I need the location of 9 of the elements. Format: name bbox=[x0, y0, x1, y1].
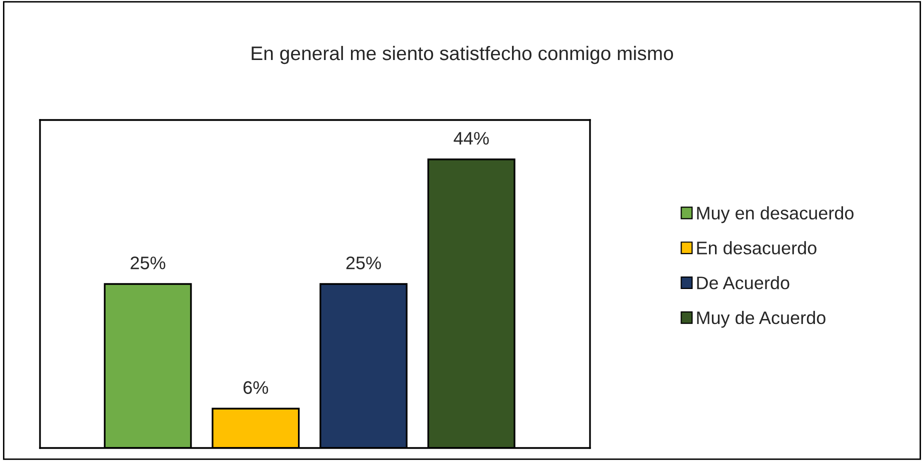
data-label: 25% bbox=[346, 256, 381, 270]
legend-label: En desacuerdo bbox=[697, 241, 816, 254]
chart-title: En general me siento satistfecho conmigo mismo bbox=[252, 46, 674, 64]
data-label: 6% bbox=[244, 381, 268, 394]
legend-label: Muy de Acuerdo bbox=[697, 310, 826, 328]
legend-label: Muy en desacuerdo bbox=[697, 206, 854, 224]
data-label: 25% bbox=[130, 256, 166, 270]
data-label: 44% bbox=[454, 132, 489, 145]
legend-label: De Acuerdo bbox=[697, 276, 790, 290]
